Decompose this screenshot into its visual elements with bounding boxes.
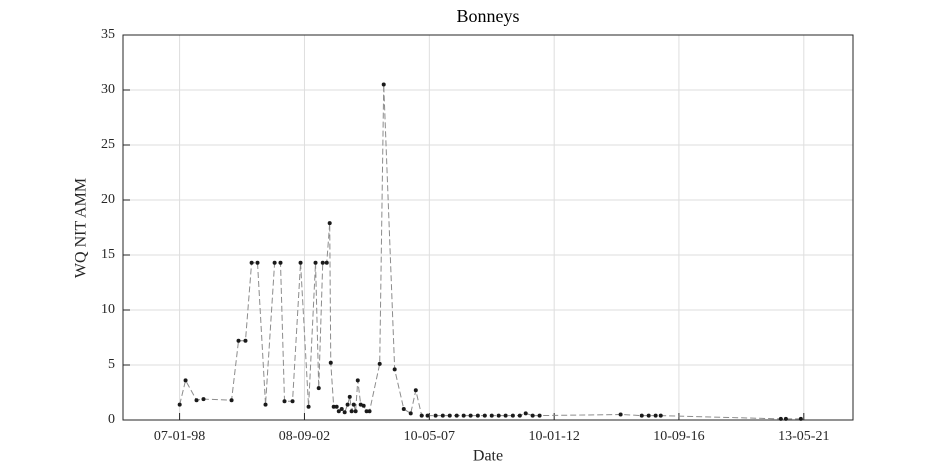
data-point: [331, 404, 336, 409]
data-point: [320, 260, 325, 265]
data-point: [282, 399, 287, 404]
data-point: [461, 413, 466, 418]
data-point: [243, 338, 248, 343]
x-tick-label: 13-05-21: [778, 429, 829, 444]
x-tick-label: 10-01-12: [529, 429, 580, 444]
data-point: [263, 402, 268, 407]
y-tick-label: 15: [101, 247, 115, 262]
y-tick-label: 20: [101, 192, 115, 207]
data-point: [798, 416, 803, 421]
data-point: [316, 386, 321, 391]
data-point: [503, 413, 508, 418]
x-tick-label: 10-09-16: [653, 429, 704, 444]
data-point: [408, 411, 413, 416]
data-point: [364, 409, 369, 414]
data-point: [454, 413, 459, 418]
data-line: [179, 84, 801, 420]
data-point: [327, 221, 332, 226]
y-tick-label: 25: [101, 137, 115, 152]
data-point: [272, 260, 277, 265]
data-point: [530, 413, 535, 418]
plot-frame: [122, 34, 854, 421]
data-point: [419, 413, 424, 418]
data-point: [353, 409, 358, 414]
data-point: [783, 416, 788, 421]
y-tick-label: 35: [101, 27, 115, 42]
data-point: [537, 413, 542, 418]
data-point: [177, 402, 182, 407]
data-point: [336, 409, 341, 414]
chart-title: Bonneys: [457, 6, 520, 26]
data-point: [475, 413, 480, 418]
data-point: [433, 413, 438, 418]
data-point: [468, 413, 473, 418]
data-point: [183, 378, 188, 383]
data-point: [298, 260, 303, 265]
data-point: [334, 404, 339, 409]
data-point: [489, 413, 494, 418]
data-point: [482, 413, 487, 418]
data-point: [653, 413, 658, 418]
data-point: [517, 413, 522, 418]
data-point: [342, 410, 347, 415]
data-point: [392, 367, 397, 372]
x-tick-label: 07-01-98: [154, 429, 205, 444]
data-point: [324, 260, 329, 265]
data-point: [401, 407, 406, 411]
data-point: [349, 409, 354, 414]
data-point: [361, 403, 366, 408]
data-point: [278, 260, 283, 265]
y-tick-label: 5: [108, 357, 115, 372]
data-point: [194, 398, 199, 403]
data-point: [367, 409, 372, 414]
data-point: [510, 413, 515, 418]
data-point: [351, 402, 356, 407]
data-point: [646, 413, 651, 418]
data-point: [440, 413, 445, 418]
data-point: [236, 338, 241, 343]
data-point: [255, 260, 260, 265]
data-point: [306, 404, 311, 409]
data-point: [523, 411, 528, 416]
data-point: [328, 360, 333, 365]
data-point: [339, 407, 344, 411]
y-tick-label: 30: [101, 82, 115, 97]
data-point: [639, 413, 644, 418]
data-point: [618, 412, 623, 417]
data-point: [313, 260, 318, 265]
data-point: [290, 399, 295, 404]
data-point: [413, 388, 418, 393]
x-tick-label: 10-05-07: [404, 429, 455, 444]
data-point: [355, 378, 360, 383]
data-point: [201, 397, 206, 402]
data-point: [377, 361, 382, 366]
data-point: [229, 398, 234, 403]
data-point: [347, 394, 352, 399]
data-point: [381, 82, 386, 87]
data-point: [496, 413, 501, 418]
data-point: [778, 416, 783, 421]
x-axis-label: Date: [473, 448, 503, 465]
y-tick-label: 0: [108, 412, 115, 427]
y-axis-label: WQ NIT AMM: [73, 178, 90, 278]
x-tick-label: 08-09-02: [279, 429, 330, 444]
y-tick-label: 10: [101, 302, 115, 317]
data-point: [658, 413, 663, 418]
data-point: [447, 413, 452, 418]
data-point: [345, 402, 350, 407]
data-point: [425, 413, 430, 418]
data-point: [249, 260, 254, 265]
